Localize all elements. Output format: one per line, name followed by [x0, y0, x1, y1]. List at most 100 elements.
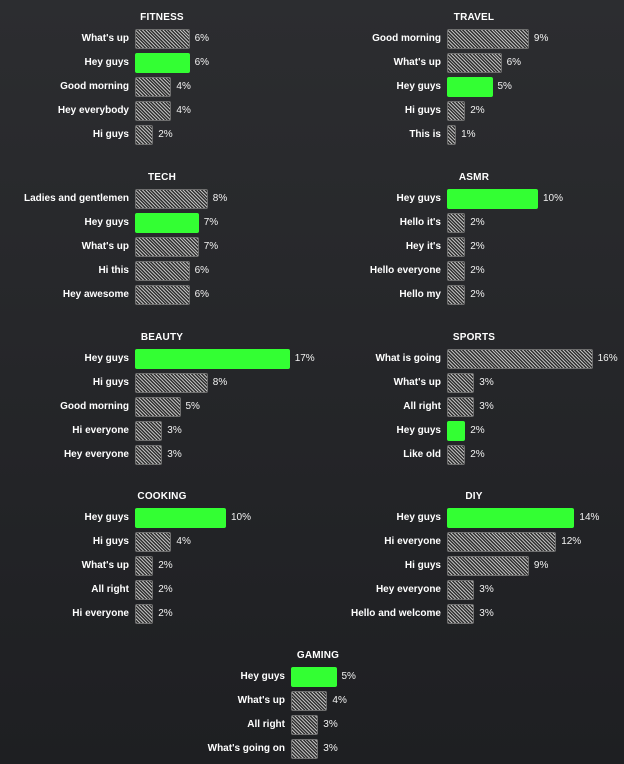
bar: [447, 349, 593, 369]
bar: [447, 285, 466, 305]
value-label: 4%: [332, 695, 347, 706]
bar-row: Good morning 4%: [0, 77, 300, 101]
value-label: 3%: [323, 743, 338, 754]
bar: [135, 125, 154, 145]
value-label: 1%: [461, 129, 476, 140]
bar-row: Hey guys 6%: [0, 53, 300, 77]
category-label: Hi guys: [404, 560, 441, 571]
bar-row: Hey guys 10%: [0, 508, 300, 532]
chart-panel-travel: TRAVEL Good morning 9% What's up 6% Hey guys 5…: [312, 10, 612, 149]
bar-row: Hi guys 2%: [0, 125, 300, 149]
chart-panel-tech: TECH Ladies and gentlemen 8% Hey guys 7% What…: [0, 170, 300, 309]
bar-row: Hey guys 2%: [312, 421, 612, 445]
bar-row: Hi everyone 12%: [312, 532, 612, 556]
category-label: Hello and welcome: [350, 608, 441, 619]
category-label: Good morning: [372, 33, 441, 44]
bar: [135, 189, 208, 209]
bar-row: What's going on 3%: [156, 739, 456, 763]
chart-title: FITNESS: [140, 12, 184, 23]
bar: [135, 556, 154, 576]
bar-row: Hi guys 8%: [0, 373, 300, 397]
category-label: Hey it's: [405, 241, 441, 252]
bar-row: Ladies and gentlemen 8%: [0, 189, 300, 213]
chart-panel-gaming: GAMING Hey guys 5% What's up 4% All right 3% Wh…: [156, 648, 456, 763]
chart-title: TRAVEL: [453, 12, 495, 23]
value-label: 4%: [176, 81, 191, 92]
value-label: 10%: [231, 512, 252, 523]
bar-row: Hey guys 5%: [156, 667, 456, 691]
bar: [447, 580, 475, 600]
bar: [447, 397, 475, 417]
value-label: 14%: [579, 512, 600, 523]
category-label: Hey everyone: [63, 449, 129, 460]
value-label: 3%: [479, 608, 494, 619]
bar-row: What's up 3%: [312, 373, 612, 397]
value-label: 3%: [479, 377, 494, 388]
category-label: Hello it's: [399, 217, 441, 228]
category-label: Hey guys: [84, 217, 129, 228]
category-label: Like old: [403, 449, 441, 460]
bar: [447, 445, 466, 465]
bar-row: Hey it's 2%: [312, 237, 612, 261]
category-label: Hey guys: [84, 512, 129, 523]
bar: [291, 691, 328, 711]
category-label: Good morning: [60, 401, 129, 412]
bar-row: All right 2%: [0, 580, 300, 604]
bar: [135, 445, 163, 465]
bar: [447, 101, 466, 121]
value-label: 4%: [176, 105, 191, 116]
bar-row: Good morning 5%: [0, 397, 300, 421]
chart-panel-diy: DIY Hey guys 14% Hi everyone 12% Hi guys 9% Hey…: [312, 489, 612, 628]
category-label: Hey everyone: [375, 584, 441, 595]
bar: [135, 261, 190, 281]
bar-row: Hi everyone 2%: [0, 604, 300, 628]
category-label: What's up: [393, 57, 441, 68]
chart-title: SPORTS: [452, 332, 496, 343]
category-label: This is: [409, 129, 441, 140]
bar-row: Hello my 2%: [312, 285, 612, 309]
bar-row: Hello and welcome 3%: [312, 604, 612, 628]
bar-highlighted: [135, 213, 199, 233]
bar: [447, 373, 475, 393]
value-label: 2%: [470, 265, 485, 276]
category-label: Hey guys: [396, 193, 441, 204]
bar-row: Hey everybody 4%: [0, 101, 300, 125]
bar-highlighted: [291, 667, 337, 687]
chart-panel-sports: SPORTS What is going 16% What's up 3% All rig…: [312, 330, 618, 469]
category-label: Good morning: [60, 81, 129, 92]
category-label: Hey awesome: [62, 289, 129, 300]
bar: [135, 77, 172, 97]
bar-highlighted: [447, 189, 538, 209]
category-label: Hi guys: [92, 377, 129, 388]
bar-row: Hey guys 7%: [0, 213, 300, 237]
chart-title: BEAUTY: [140, 332, 184, 343]
category-label: Hi everyone: [72, 608, 129, 619]
bar: [447, 53, 502, 73]
bar-row: Hi guys 9%: [312, 556, 612, 580]
chart-title: DIY: [465, 491, 483, 502]
category-label: Hey guys: [396, 81, 441, 92]
bar: [135, 101, 172, 121]
bar-row: Hey guys 17%: [0, 349, 315, 373]
category-label: What's up: [81, 33, 129, 44]
value-label: 3%: [167, 425, 182, 436]
bar-row: What's up 6%: [0, 29, 300, 53]
chart-title: GAMING: [296, 650, 340, 661]
value-label: 17%: [294, 353, 315, 364]
bar-highlighted: [447, 77, 493, 97]
value-label: 6%: [194, 33, 210, 44]
category-label: What's up: [237, 695, 285, 706]
bar-row: All right 3%: [156, 715, 456, 739]
value-label: 2%: [470, 105, 485, 116]
category-label: What's going on: [207, 743, 285, 754]
bar: [135, 397, 181, 417]
bar-highlighted: [135, 508, 226, 528]
bar: [135, 532, 172, 552]
value-label: 3%: [479, 584, 494, 595]
value-label: 2%: [470, 449, 485, 460]
value-label: 9%: [533, 33, 549, 44]
bar-row: Hey everyone 3%: [312, 580, 612, 604]
category-label: What's up: [81, 560, 129, 571]
value-label: 2%: [470, 289, 485, 300]
bar-row: Hi guys 4%: [0, 532, 300, 556]
